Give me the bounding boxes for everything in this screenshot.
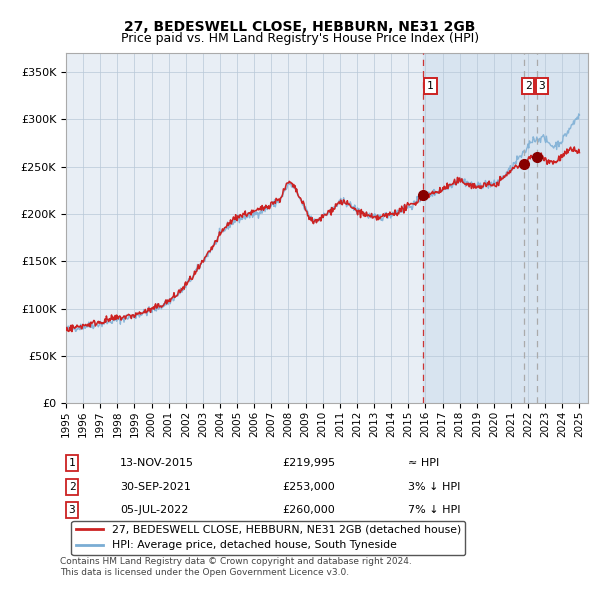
- Text: 3: 3: [68, 506, 76, 515]
- Text: 30-SEP-2021: 30-SEP-2021: [120, 482, 191, 491]
- Text: This data is licensed under the Open Government Licence v3.0.: This data is licensed under the Open Gov…: [60, 568, 349, 577]
- Text: Contains HM Land Registry data © Crown copyright and database right 2024.: Contains HM Land Registry data © Crown c…: [60, 557, 412, 566]
- Bar: [423, 53, 588, 403]
- Text: 7% ↓ HPI: 7% ↓ HPI: [408, 506, 461, 515]
- Text: ≈ HPI: ≈ HPI: [408, 458, 439, 468]
- Bar: [524, 53, 588, 403]
- Text: 1: 1: [427, 81, 434, 91]
- Text: 2: 2: [525, 81, 532, 91]
- Text: £253,000: £253,000: [282, 482, 335, 491]
- Text: 05-JUL-2022: 05-JUL-2022: [120, 506, 188, 515]
- Text: 3: 3: [538, 81, 545, 91]
- Text: £219,995: £219,995: [282, 458, 335, 468]
- Text: 1: 1: [68, 458, 76, 468]
- Text: 13-NOV-2015: 13-NOV-2015: [120, 458, 194, 468]
- Text: 2: 2: [68, 482, 76, 491]
- Legend: 27, BEDESWELL CLOSE, HEBBURN, NE31 2GB (detached house), HPI: Average price, det: 27, BEDESWELL CLOSE, HEBBURN, NE31 2GB (…: [71, 520, 465, 555]
- Text: £260,000: £260,000: [282, 506, 335, 515]
- Text: 3% ↓ HPI: 3% ↓ HPI: [408, 482, 460, 491]
- Text: 27, BEDESWELL CLOSE, HEBBURN, NE31 2GB: 27, BEDESWELL CLOSE, HEBBURN, NE31 2GB: [124, 19, 476, 34]
- Text: Price paid vs. HM Land Registry's House Price Index (HPI): Price paid vs. HM Land Registry's House …: [121, 32, 479, 45]
